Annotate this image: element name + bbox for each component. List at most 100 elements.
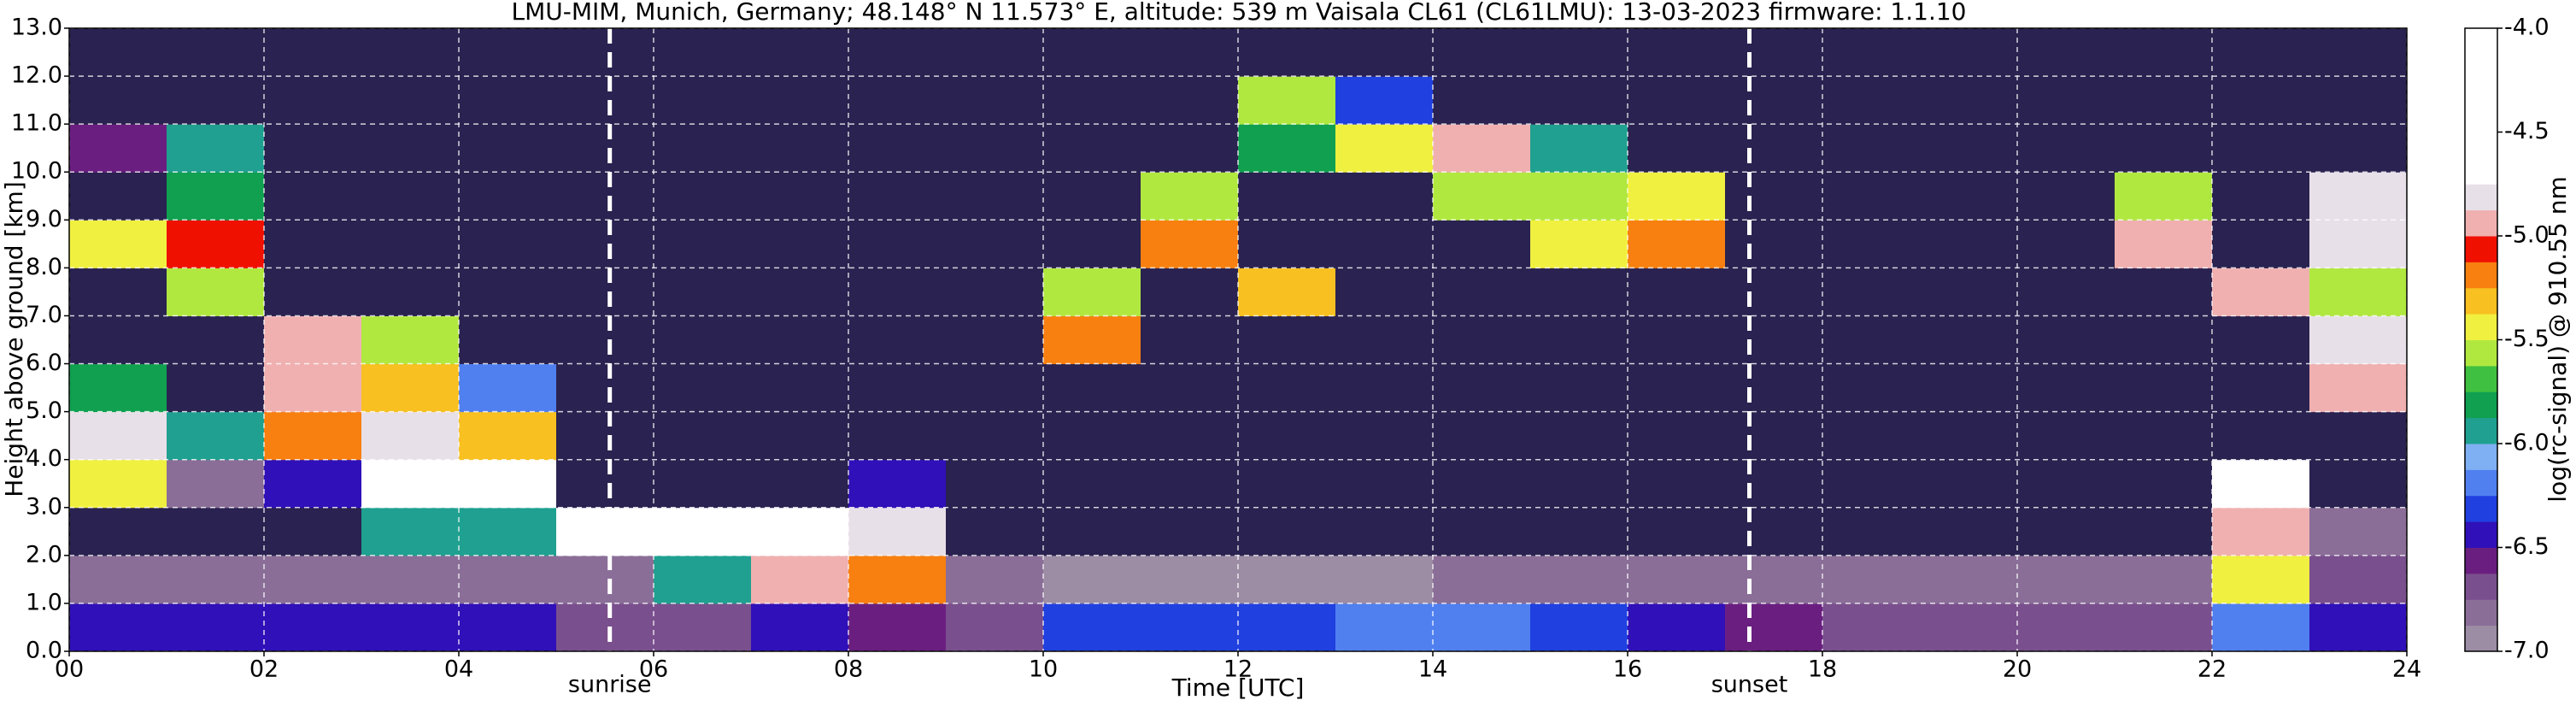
heatmap-cell xyxy=(556,411,654,461)
heatmap-cell xyxy=(361,507,460,556)
heatmap-cell xyxy=(1822,220,1921,268)
colorbar-swatch xyxy=(2465,287,2497,315)
heatmap-cell xyxy=(1433,172,1531,221)
colorbar-swatch xyxy=(2465,157,2497,185)
heatmap-cell xyxy=(361,363,460,413)
heatmap-cell xyxy=(69,459,167,509)
y-axis-label: Height above ground [km] xyxy=(0,181,28,497)
heatmap-cell xyxy=(1238,220,1336,268)
heatmap-cell xyxy=(848,268,947,316)
heatmap-cell xyxy=(1822,507,1921,556)
heatmap-cell xyxy=(2017,507,2115,556)
heatmap-cell xyxy=(751,507,849,556)
heatmap-cell xyxy=(2115,28,2213,77)
heatmap-cell xyxy=(69,76,167,125)
heatmap-cell xyxy=(361,459,460,509)
heatmap-cell xyxy=(459,76,557,125)
heatmap-cell xyxy=(2212,459,2310,509)
heatmap-cell xyxy=(1141,411,1239,461)
heatmap-cell xyxy=(1238,555,1336,604)
heatmap-cell xyxy=(2017,315,2115,365)
heatmap-cell xyxy=(2309,603,2408,652)
heatmap-cell xyxy=(654,315,752,365)
heatmap-cell xyxy=(2115,411,2213,461)
colorbar-swatch xyxy=(2465,521,2497,548)
heatmap-cell xyxy=(1628,555,1726,604)
heatmap-cell xyxy=(946,124,1044,173)
heatmap-cell xyxy=(848,172,947,221)
heatmap-cell xyxy=(2115,315,2213,365)
heatmap-cell xyxy=(1628,172,1726,221)
heatmap-cell xyxy=(556,28,654,77)
heatmap-cell xyxy=(1530,76,1628,125)
y-tick-label: 0.0 xyxy=(26,638,62,664)
heatmap-cell xyxy=(556,124,654,173)
heatmap-cell xyxy=(2017,76,2115,125)
heatmap-cell xyxy=(1238,315,1336,365)
heatmap-cell xyxy=(1822,315,1921,365)
heatmap-cell xyxy=(751,220,849,268)
chart-title: LMU-MIM, Munich, Germany; 48.148° N 11.5… xyxy=(511,0,1966,26)
x-tick-label: 10 xyxy=(1029,656,1058,683)
heatmap-cell xyxy=(1238,172,1336,221)
colorbar-swatch xyxy=(2465,28,2497,55)
heatmap-cell xyxy=(1238,76,1336,125)
heatmap-cell xyxy=(1628,411,1726,461)
heatmap-cell xyxy=(751,124,849,173)
heatmap-cell xyxy=(1043,315,1141,365)
colorbar-swatch xyxy=(2465,79,2497,107)
heatmap-cell xyxy=(2309,363,2408,413)
annotation-label: sunset xyxy=(1711,672,1788,698)
heatmap-cell xyxy=(167,555,265,604)
heatmap-cell xyxy=(167,603,265,652)
heatmap-cell xyxy=(2212,172,2310,221)
heatmap-cell xyxy=(167,268,265,316)
colorbar-swatch xyxy=(2465,106,2497,132)
y-tick-label: 1.0 xyxy=(26,589,62,615)
heatmap-cell xyxy=(654,555,752,604)
x-tick-label: 18 xyxy=(1808,656,1837,683)
heatmap-cell xyxy=(361,411,460,461)
heatmap-cell xyxy=(1238,459,1336,509)
heatmap-cell xyxy=(2212,268,2310,316)
heatmap-cell xyxy=(751,172,849,221)
heatmap-cell xyxy=(946,28,1044,77)
heatmap-cell xyxy=(1433,268,1531,316)
heatmap-cell xyxy=(2309,315,2408,365)
heatmap-cell xyxy=(264,172,362,221)
x-tick-label: 02 xyxy=(249,656,279,683)
heatmap-cell xyxy=(751,411,849,461)
heatmap-cell xyxy=(848,315,947,365)
heatmap-cell xyxy=(556,363,654,413)
heatmap-cell xyxy=(361,555,460,604)
heatmap-cell xyxy=(1043,268,1141,316)
heatmap-cell xyxy=(2309,507,2408,556)
heatmap-cell xyxy=(1628,507,1726,556)
heatmap-cell xyxy=(2017,363,2115,413)
heatmap-cell xyxy=(1433,28,1531,77)
x-axis-label: Time [UTC] xyxy=(1171,674,1305,702)
heatmap-cell xyxy=(361,268,460,316)
heatmap-cell xyxy=(69,363,167,413)
heatmap-cell xyxy=(1433,363,1531,413)
heatmap-cell xyxy=(69,603,167,652)
heatmap-cell xyxy=(167,172,265,221)
heatmap-cell xyxy=(654,220,752,268)
heatmap-cell xyxy=(264,363,362,413)
y-tick-label: 12.0 xyxy=(11,62,62,89)
x-tick-label: 24 xyxy=(2392,656,2421,683)
heatmap-cell xyxy=(946,268,1044,316)
heatmap-cell xyxy=(1725,411,1823,461)
heatmap-cell xyxy=(1238,507,1336,556)
colorbar-swatch xyxy=(2465,444,2497,470)
heatmap-cell xyxy=(654,603,752,652)
heatmap-cell xyxy=(2017,411,2115,461)
heatmap-cell xyxy=(1043,603,1141,652)
heatmap-cell xyxy=(1335,507,1434,556)
heatmap-cell xyxy=(167,220,265,268)
heatmap-cell xyxy=(1238,411,1336,461)
heatmap-cell xyxy=(264,411,362,461)
heatmap-cell xyxy=(1530,172,1628,221)
heatmap-cell xyxy=(2212,28,2310,77)
heatmap-cell xyxy=(1920,555,2018,604)
